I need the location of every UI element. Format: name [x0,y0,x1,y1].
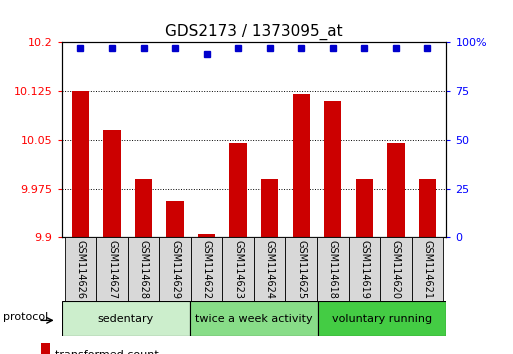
Bar [356,179,373,237]
Bar [387,143,405,237]
Bar [261,179,279,237]
Text: voluntary running: voluntary running [332,314,432,324]
Text: GSM114626: GSM114626 [75,240,86,299]
Bar [419,179,436,237]
Bar [285,237,317,301]
Bar [62,301,190,336]
Text: GSM114629: GSM114629 [170,240,180,299]
Bar [318,301,446,336]
Bar [160,237,191,301]
Text: GSM114625: GSM114625 [296,240,306,299]
Bar [190,301,318,336]
Text: GSM114622: GSM114622 [202,240,212,299]
Text: GSM114619: GSM114619 [359,240,369,299]
Bar [411,237,443,301]
Bar [128,237,160,301]
Bar [229,143,247,237]
Title: GDS2173 / 1373095_at: GDS2173 / 1373095_at [165,23,343,40]
Text: protocol: protocol [3,312,48,322]
Bar [292,95,310,237]
Bar [191,237,223,301]
Bar [198,234,215,237]
Bar [72,91,89,237]
Text: GSM114623: GSM114623 [233,240,243,299]
Bar [324,101,342,237]
Bar [348,237,380,301]
Text: GSM114620: GSM114620 [391,240,401,299]
Text: transformed count: transformed count [55,350,159,354]
Text: GSM114628: GSM114628 [139,240,149,299]
Text: GSM114624: GSM114624 [265,240,274,299]
Bar [166,201,184,237]
Bar [380,237,411,301]
Text: sedentary: sedentary [97,314,154,324]
Text: GSM114627: GSM114627 [107,240,117,299]
Text: twice a week activity: twice a week activity [195,314,313,324]
Bar [41,343,50,354]
Bar [317,237,348,301]
Bar [223,237,254,301]
Bar [65,237,96,301]
Bar [103,130,121,237]
Bar [135,179,152,237]
Bar [254,237,285,301]
Text: GSM114618: GSM114618 [328,240,338,299]
Bar [96,237,128,301]
Text: GSM114621: GSM114621 [422,240,432,299]
